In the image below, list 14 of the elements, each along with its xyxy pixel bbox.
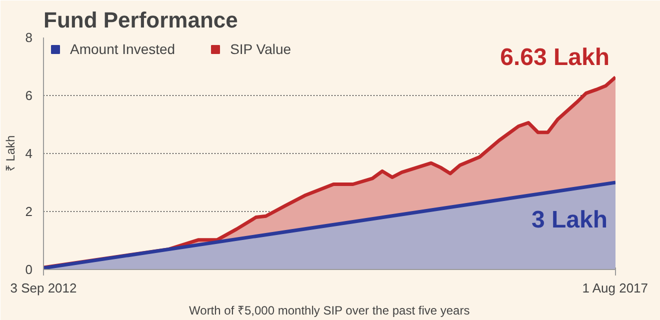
y-tick-label: 4 (25, 146, 33, 161)
annotation: 3 Lakh (531, 206, 608, 234)
y-tick-label: 0 (25, 262, 33, 277)
chart-title: Fund Performance (44, 8, 238, 32)
x-tick-label: 1 Aug 2017 (582, 280, 648, 296)
legend-label: SIP Value (230, 41, 292, 57)
annotation: 6.63 Lakh (500, 44, 610, 72)
x-tick-label: 3 Sep 2012 (10, 280, 77, 296)
y-tick-label: 8 (25, 30, 33, 45)
y-tick-label: 6 (25, 88, 33, 103)
legend-label: Amount Invested (70, 41, 176, 57)
y-axis-title: ₹ Lakh (3, 135, 18, 172)
x-axis-title: Worth of ₹5,000 monthly SIP over the past five years (189, 304, 470, 318)
y-tick-label: 2 (25, 204, 33, 219)
